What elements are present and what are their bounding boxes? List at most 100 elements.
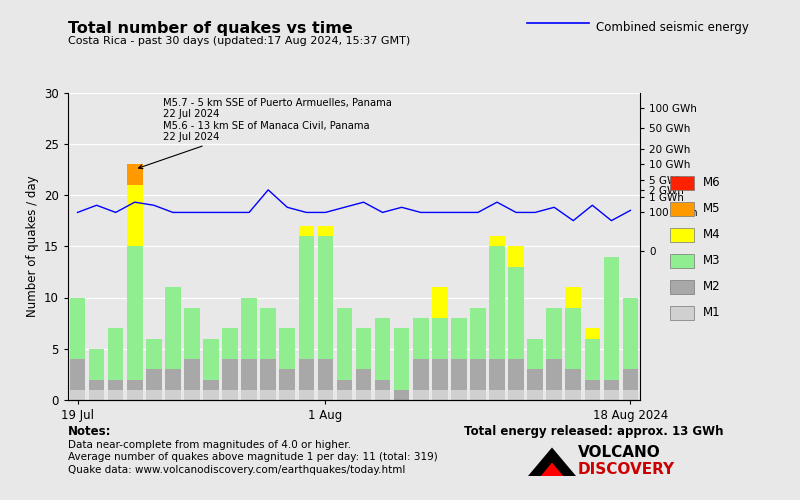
Bar (508, 246, 524, 267)
Text: Notes:: Notes: (68, 425, 111, 438)
Bar (413, 318, 429, 359)
Text: Average number of quakes above magnitude 1 per day: 11 (total: 319): Average number of quakes above magnitude… (68, 452, 438, 462)
Bar (260, 308, 276, 359)
Text: M5: M5 (702, 202, 720, 215)
Bar (337, 308, 352, 380)
Bar (165, 390, 181, 400)
Bar (203, 390, 219, 400)
Bar (108, 390, 123, 400)
Bar (622, 369, 638, 390)
Bar (318, 390, 334, 400)
Bar (165, 369, 181, 390)
Bar (546, 359, 562, 390)
Bar (298, 359, 314, 390)
Bar (279, 369, 295, 390)
Bar (585, 328, 600, 338)
Text: M6: M6 (702, 176, 720, 190)
Bar (374, 318, 390, 380)
Bar (585, 380, 600, 390)
Bar (413, 359, 429, 390)
Bar (566, 369, 581, 390)
Bar (298, 236, 314, 359)
Bar (127, 184, 142, 246)
Bar (298, 390, 314, 400)
Bar (546, 390, 562, 400)
Bar (527, 338, 543, 369)
Bar (242, 359, 257, 390)
Bar (622, 298, 638, 369)
Bar (279, 328, 295, 369)
Bar (279, 390, 295, 400)
Bar (566, 287, 581, 308)
Bar (146, 369, 162, 390)
Bar (508, 390, 524, 400)
Bar (89, 349, 105, 380)
Text: M4: M4 (702, 228, 720, 241)
Bar (546, 308, 562, 359)
Bar (222, 359, 238, 390)
Text: M5.7 - 5 km SSE of Puerto Armuelles, Panama
22 Jul 2024
M5.6 - 13 km SE of Manac: M5.7 - 5 km SSE of Puerto Armuelles, Pan… (138, 98, 392, 168)
Bar (432, 359, 448, 390)
Bar (603, 380, 619, 390)
Text: Total number of quakes vs time: Total number of quakes vs time (68, 21, 353, 36)
Bar (318, 359, 334, 390)
Y-axis label: Number of quakes / day: Number of quakes / day (26, 176, 38, 317)
Bar (108, 328, 123, 380)
Bar (146, 390, 162, 400)
Bar (356, 328, 371, 369)
Bar (470, 359, 486, 390)
Bar (527, 369, 543, 390)
Text: Quake data: www.volcanodiscovery.com/earthquakes/today.html: Quake data: www.volcanodiscovery.com/ear… (68, 465, 406, 475)
Bar (260, 359, 276, 390)
Bar (432, 318, 448, 359)
Bar (585, 390, 600, 400)
Text: Combined seismic energy: Combined seismic energy (596, 22, 749, 35)
Text: Data near-complete from magnitudes of 4.0 or higher.: Data near-complete from magnitudes of 4.… (68, 440, 351, 450)
Bar (184, 390, 200, 400)
Bar (508, 267, 524, 359)
Bar (242, 390, 257, 400)
Bar (374, 390, 390, 400)
Bar (337, 380, 352, 390)
Bar (70, 359, 86, 390)
Bar (489, 390, 505, 400)
Bar (508, 359, 524, 390)
Text: DISCOVERY: DISCOVERY (578, 462, 674, 477)
Bar (603, 390, 619, 400)
Bar (70, 298, 86, 359)
Bar (89, 390, 105, 400)
Bar (127, 380, 142, 390)
Bar (451, 359, 466, 390)
Text: M2: M2 (702, 280, 720, 293)
Bar (203, 380, 219, 390)
Bar (203, 338, 219, 380)
Bar (394, 390, 410, 400)
Bar (89, 380, 105, 390)
Bar (394, 328, 410, 390)
Bar (566, 390, 581, 400)
Bar (127, 164, 142, 184)
Bar (451, 318, 466, 359)
Bar (432, 287, 448, 318)
Bar (622, 390, 638, 400)
Bar (603, 256, 619, 380)
Bar (356, 369, 371, 390)
Bar (470, 390, 486, 400)
Bar (222, 328, 238, 359)
Text: Total energy released: approx. 13 GWh: Total energy released: approx. 13 GWh (464, 425, 723, 438)
Bar (108, 380, 123, 390)
Bar (70, 390, 86, 400)
Bar (222, 390, 238, 400)
Bar (242, 298, 257, 359)
Bar (337, 390, 352, 400)
Bar (527, 390, 543, 400)
Bar (566, 308, 581, 369)
Bar (489, 236, 505, 246)
Bar (413, 390, 429, 400)
Bar (318, 236, 334, 359)
Bar (298, 226, 314, 236)
Bar (146, 338, 162, 369)
Bar (470, 308, 486, 359)
Bar (374, 380, 390, 390)
Bar (489, 359, 505, 390)
